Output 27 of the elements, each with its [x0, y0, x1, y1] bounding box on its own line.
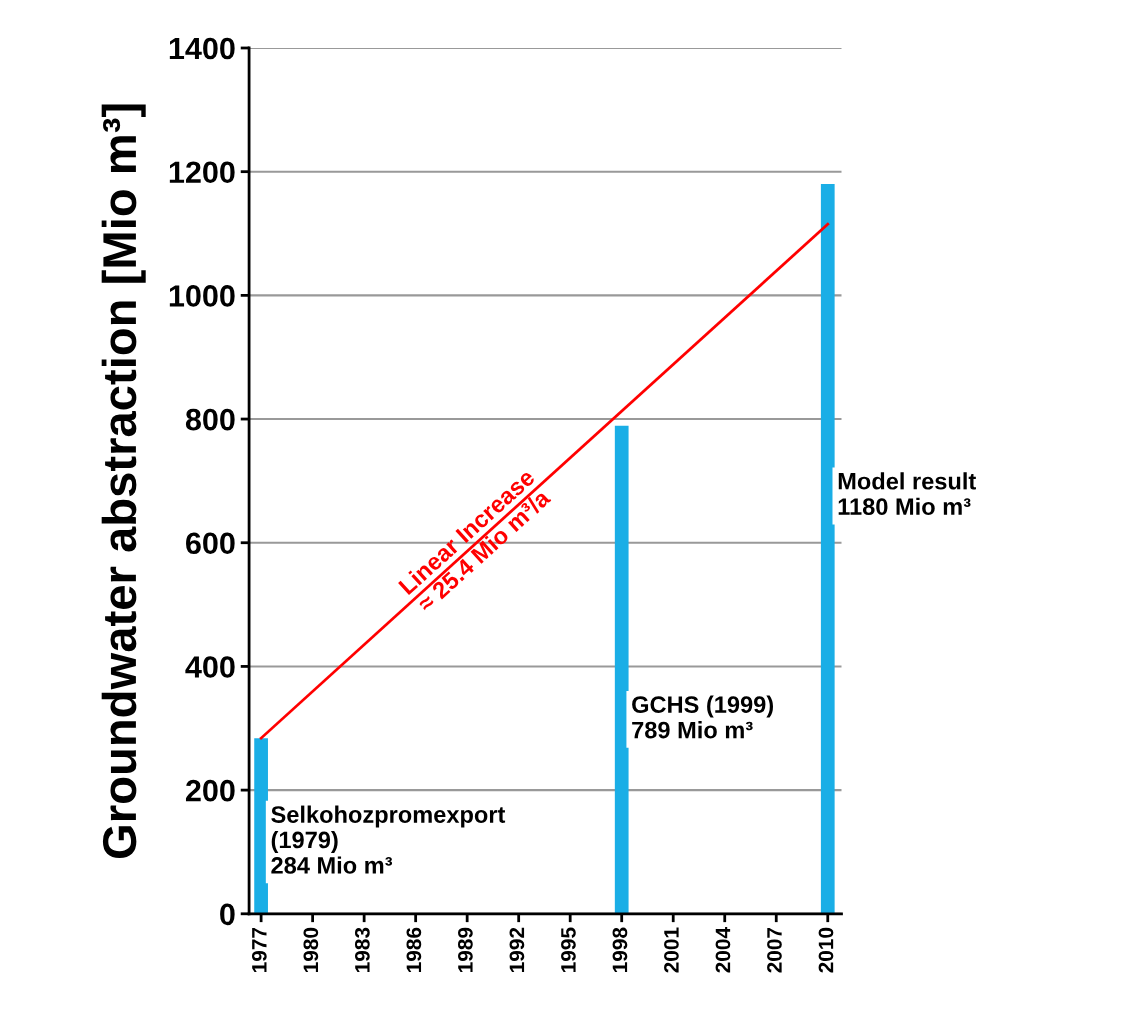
y-tick-label: 1000 [169, 285, 235, 307]
annotation: Selkohozpromexport (1979) 284 Mio m³ [271, 805, 506, 874]
y-tick-label: 1200 [169, 161, 235, 184]
y-tick-label: 400 [185, 656, 235, 678]
x-tick-label: 2004 [715, 927, 731, 973]
y-axis-title: Groundwater abstraction [Mio m³] [101, 104, 146, 859]
y-tick-label: 800 [185, 408, 235, 431]
bar [820, 184, 835, 914]
x-tick-label: 1992 [509, 927, 525, 973]
x-tick-label: 1995 [561, 927, 576, 973]
x-tick-label: 1980 [303, 927, 319, 973]
x-tick-label: 1998 [612, 927, 628, 973]
y-tick-label: 200 [185, 779, 235, 802]
x-tick-label: 1977 [251, 927, 267, 973]
x-tick-label: 1983 [354, 927, 370, 973]
x-tick-label: 2010 [818, 927, 834, 973]
bar [614, 425, 629, 914]
annotation: Model result 1180 Mio m³ [838, 472, 976, 516]
y-tick-label: 0 [220, 903, 235, 926]
x-tick-label: 1986 [406, 927, 422, 973]
annotation: GCHS (1999) 789 Mio m³ [632, 695, 773, 739]
x-tick-label: 1989 [458, 927, 473, 973]
x-tick-label: 2007 [767, 927, 782, 973]
y-tick-label: 1400 [169, 37, 235, 60]
y-tick-label: 600 [186, 532, 235, 555]
x-tick-label: 2001 [664, 927, 679, 973]
bar [254, 738, 268, 914]
